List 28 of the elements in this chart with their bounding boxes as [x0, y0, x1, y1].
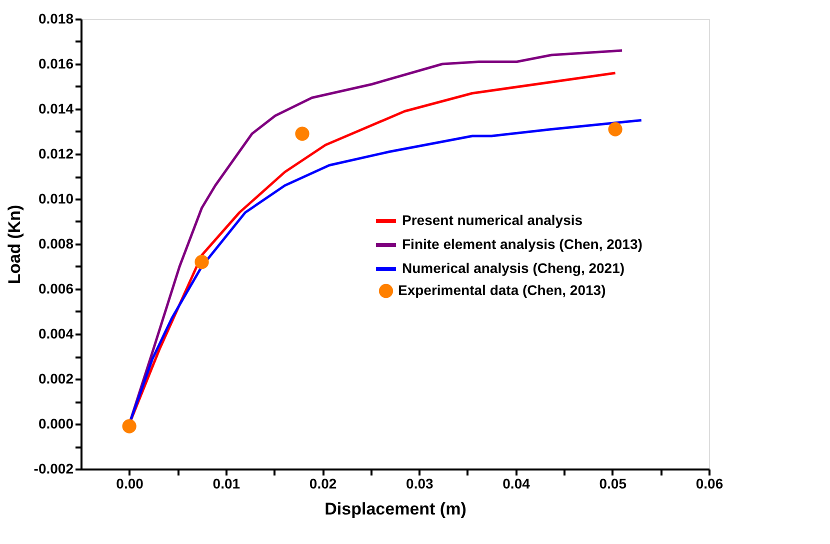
y-tick-label: 0.018 — [38, 10, 74, 26]
y-tick-label: 0.014 — [38, 100, 74, 116]
x-tick-label: 0.01 — [212, 476, 240, 492]
y-tick-label: 0.010 — [38, 190, 74, 206]
point — [194, 254, 209, 270]
legend-label: Numerical analysis (Cheng, 2021) — [402, 260, 625, 276]
x-axis-title: Displacement (m) — [324, 500, 466, 518]
y-axis-title: Load (Kn) — [4, 204, 24, 284]
legend-label: Finite element analysis (Chen, 2013) — [402, 236, 642, 252]
legend-label: Experimental data (Chen, 2013) — [398, 282, 606, 298]
point — [608, 122, 622, 136]
y-tick-label: 0.016 — [38, 56, 74, 72]
y-tick-label: 0.002 — [38, 370, 74, 386]
y-tick-label: 0.004 — [38, 326, 74, 342]
x-tick-label: 0.05 — [599, 476, 627, 492]
y-tick-label: 0.000 — [38, 416, 74, 432]
y-tick-label: 0.008 — [38, 236, 74, 252]
x-tick-label: 0.02 — [309, 476, 337, 492]
y-tick-label: -0.002 — [34, 460, 74, 476]
point — [122, 419, 136, 434]
y-tick-label: 0.012 — [38, 146, 74, 162]
legend-label: Present numerical analysis — [402, 212, 583, 228]
x-tick-label: 0.06 — [696, 476, 724, 492]
y-tick-label: 0.006 — [38, 280, 74, 296]
x-tick-label: 0.04 — [502, 476, 530, 492]
x-tick-label: 0.03 — [406, 476, 434, 492]
x-tick-label: 0.00 — [116, 476, 144, 492]
point — [295, 126, 310, 141]
